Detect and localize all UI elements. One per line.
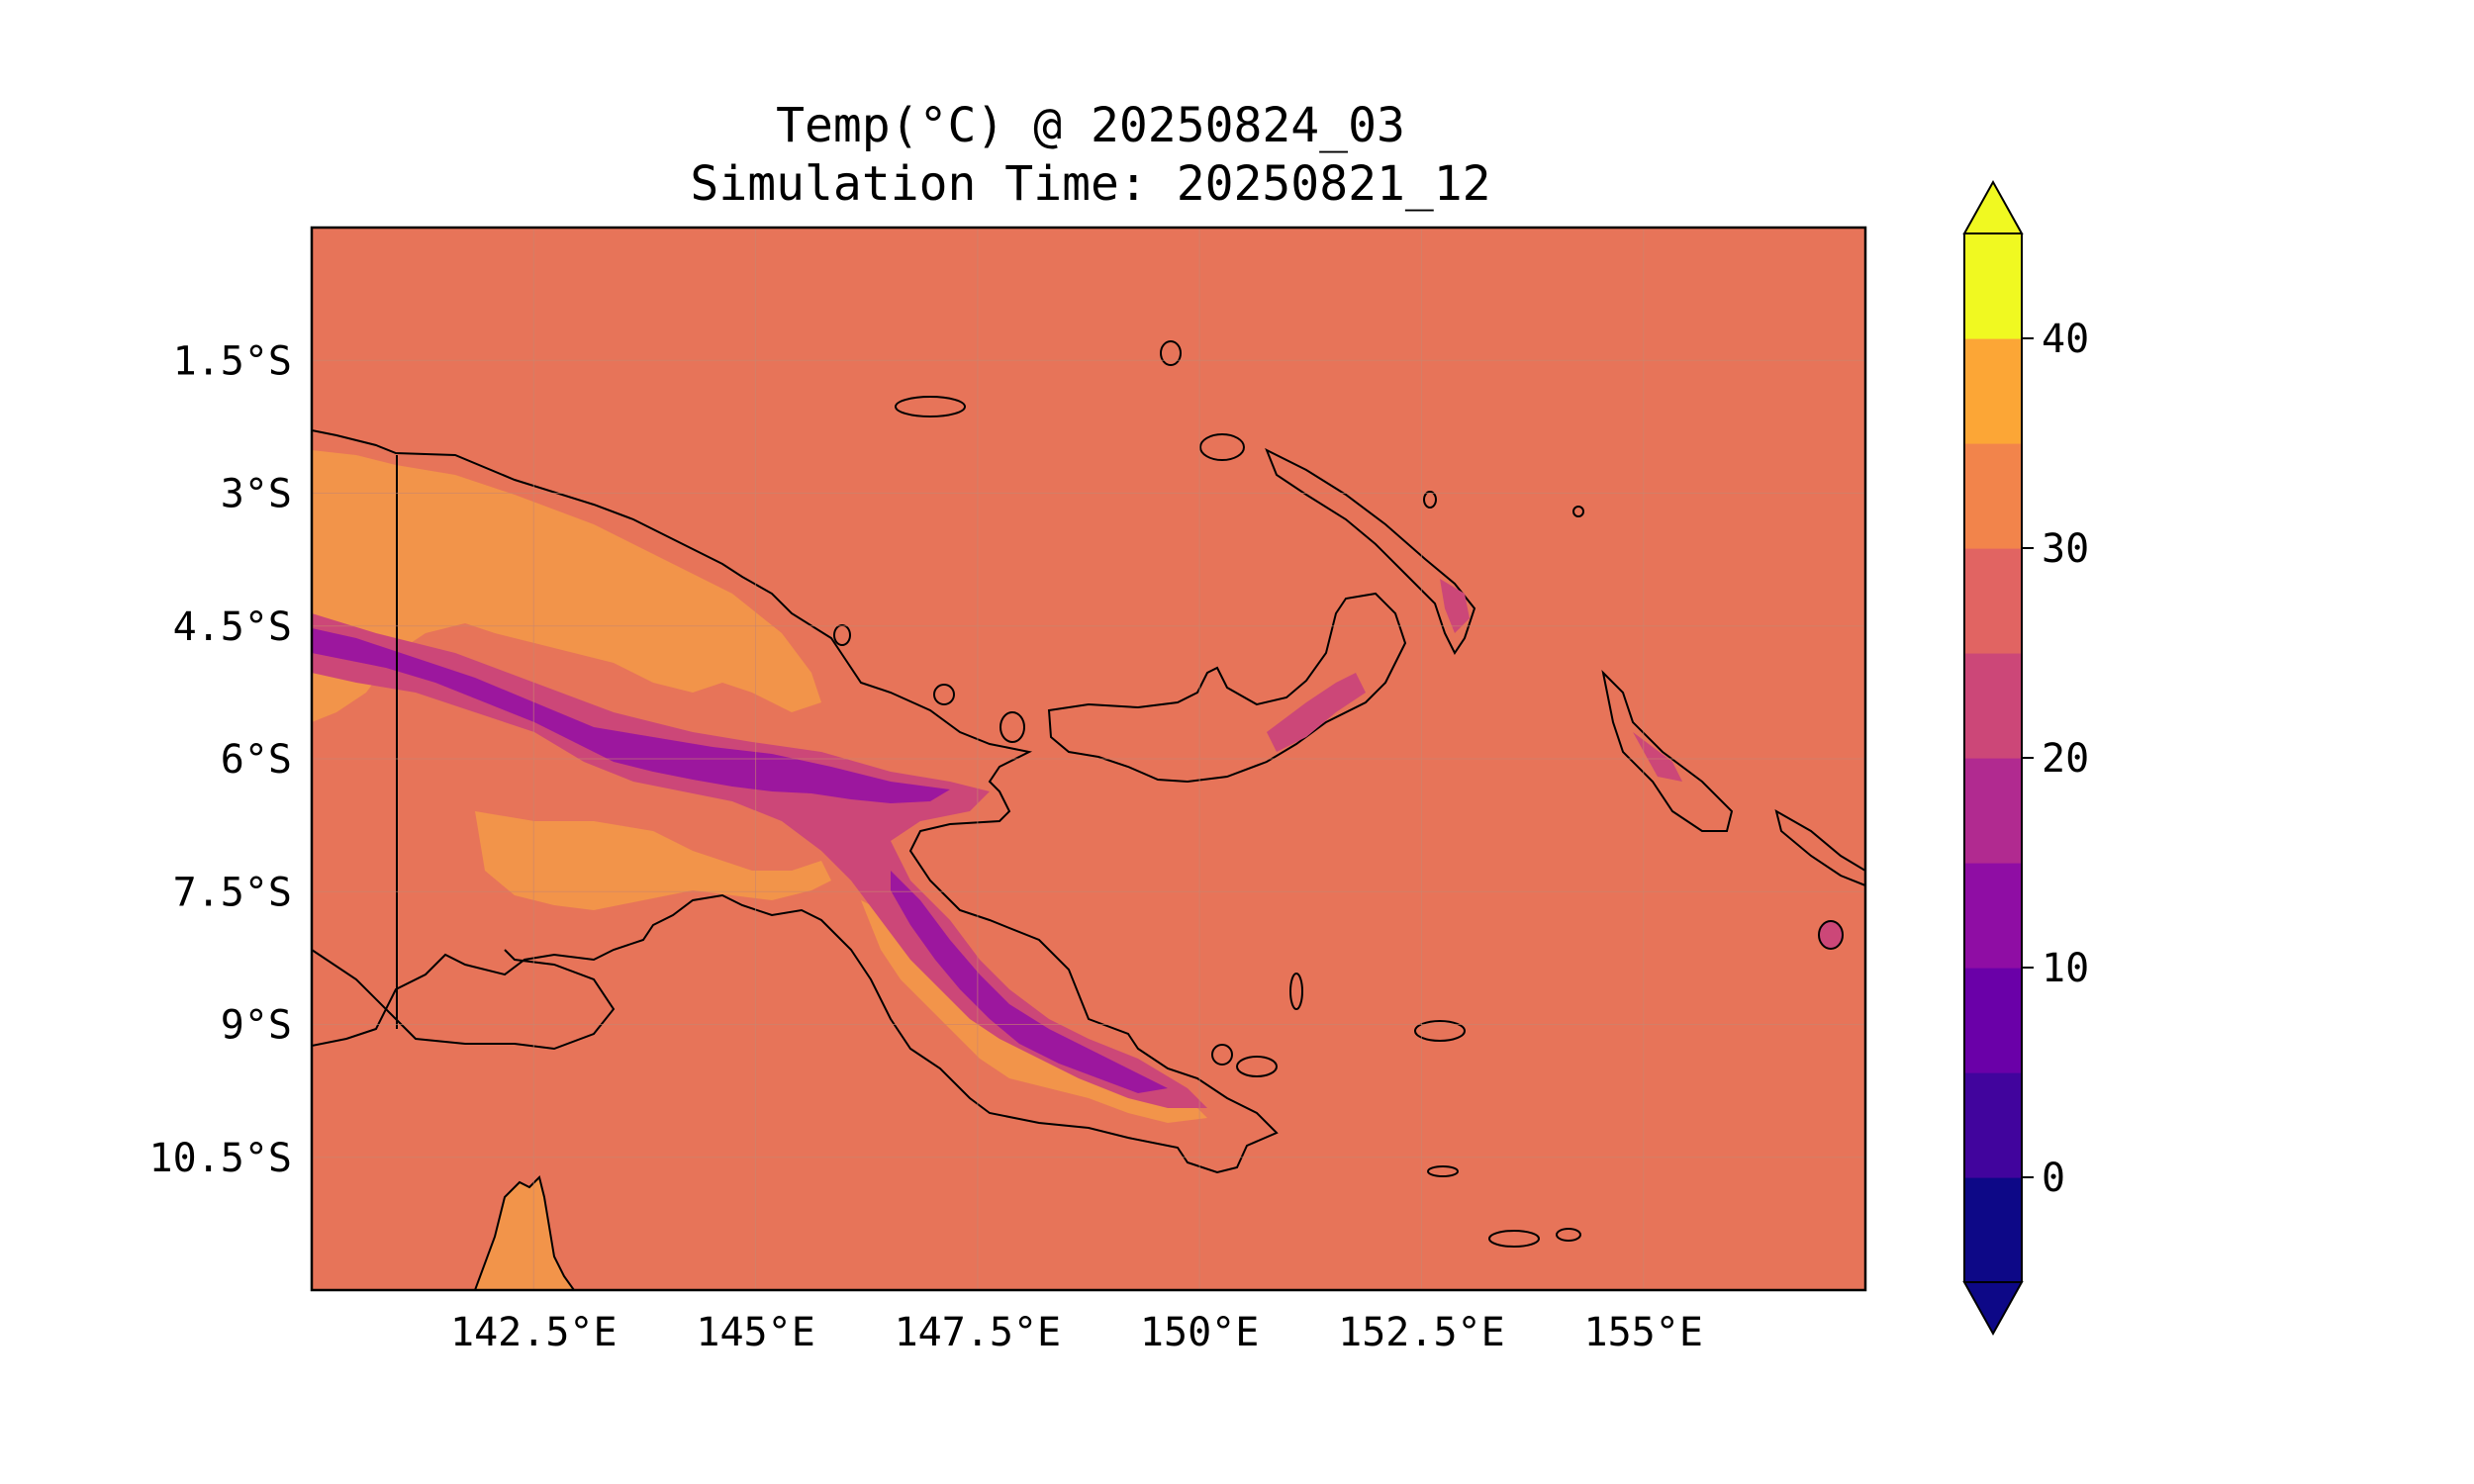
colorbar-tick-label: 0: [2042, 1156, 2065, 1201]
y-tick-label: 4.5°S: [173, 604, 292, 650]
colorbar-band: [1964, 653, 2022, 759]
x-tick-label: 145°E: [696, 1310, 814, 1355]
map-panel: [310, 226, 1867, 1292]
colorbar-band: [1964, 1072, 2022, 1178]
island: [1572, 506, 1584, 517]
gridlines: [312, 228, 1865, 1290]
colorbar-band: [1964, 1177, 2022, 1283]
y-tick-label: 9°S: [221, 1003, 292, 1049]
y-tick-label: 6°S: [221, 737, 292, 783]
new-ireland-20: [1440, 579, 1470, 633]
colorbar-under-triangle: [1962, 1281, 2024, 1337]
x-tick-label: 150°E: [1140, 1310, 1259, 1355]
map-frame: [310, 226, 1867, 1292]
new-britain-20: [1267, 673, 1366, 752]
colorbar-tick-label: 10: [2042, 946, 2089, 991]
bougainville-20: [1633, 732, 1682, 782]
island: [1414, 1020, 1466, 1042]
island: [933, 684, 955, 705]
island: [1199, 433, 1245, 461]
new-ireland-land: [1265, 447, 1476, 655]
cordillera-south-10: [891, 871, 1168, 1093]
island: [833, 624, 851, 646]
colorbar-over-triangle: [1962, 179, 2024, 234]
island: [1160, 340, 1182, 366]
cordillera-10: [312, 628, 950, 803]
island: [1289, 973, 1303, 1010]
colorbar-band: [1964, 968, 2022, 1073]
y-axis-ticks: 1.5°S 3°S 4.5°S 6°S 7.5°S 9°S 10.5°S: [149, 338, 293, 1181]
colorbar-tick-label: 20: [2042, 736, 2089, 782]
cape-york-land: [473, 1175, 576, 1290]
colorbar-tick-label: 40: [2042, 317, 2089, 362]
island: [1427, 1165, 1459, 1177]
colorbar-band: [1964, 443, 2022, 549]
title-line-1: Temp(°C) @ 20250824_03: [776, 98, 1405, 153]
island: [1236, 1056, 1278, 1077]
title-line-2: Simulation Time: 20250821_12: [690, 156, 1490, 212]
y-tick-label: 7.5°S: [173, 870, 292, 915]
x-axis-ticks: 142.5°E 145°E 147.5°E 150°E 152.5°E 155°E: [450, 1310, 1703, 1355]
colorbar: 0 10 20 30 40: [1962, 179, 2089, 1337]
bougainville-land: [1601, 669, 1734, 832]
colorbar-tick-label: 30: [2042, 526, 2089, 572]
y-tick-label: 1.5°S: [173, 338, 292, 384]
lowland-band-30: [475, 811, 831, 910]
colorbar-band: [1964, 548, 2022, 654]
island: [1423, 491, 1437, 509]
x-tick-label: 147.5°E: [895, 1310, 1062, 1355]
colorbar-band: [1964, 863, 2022, 969]
island: [895, 396, 966, 417]
new-britain-land: [1047, 592, 1407, 784]
x-tick-label: 142.5°E: [450, 1310, 618, 1355]
colorbar-band: [1964, 758, 2022, 864]
island: [1818, 920, 1844, 950]
highland-band-30: [312, 450, 821, 722]
gulf-coast: [312, 949, 616, 1051]
solomon-land: [1774, 808, 1865, 887]
colorbar-band: [1964, 233, 2022, 339]
y-tick-label: 10.5°S: [149, 1136, 293, 1181]
island: [1211, 1044, 1233, 1066]
x-tick-label: 152.5°E: [1338, 1310, 1505, 1355]
colorbar-band: [1964, 338, 2022, 444]
y-tick-label: 3°S: [221, 472, 292, 517]
island: [1556, 1228, 1581, 1242]
x-tick-label: 155°E: [1584, 1310, 1703, 1355]
island: [999, 711, 1025, 743]
island: [1488, 1230, 1540, 1248]
